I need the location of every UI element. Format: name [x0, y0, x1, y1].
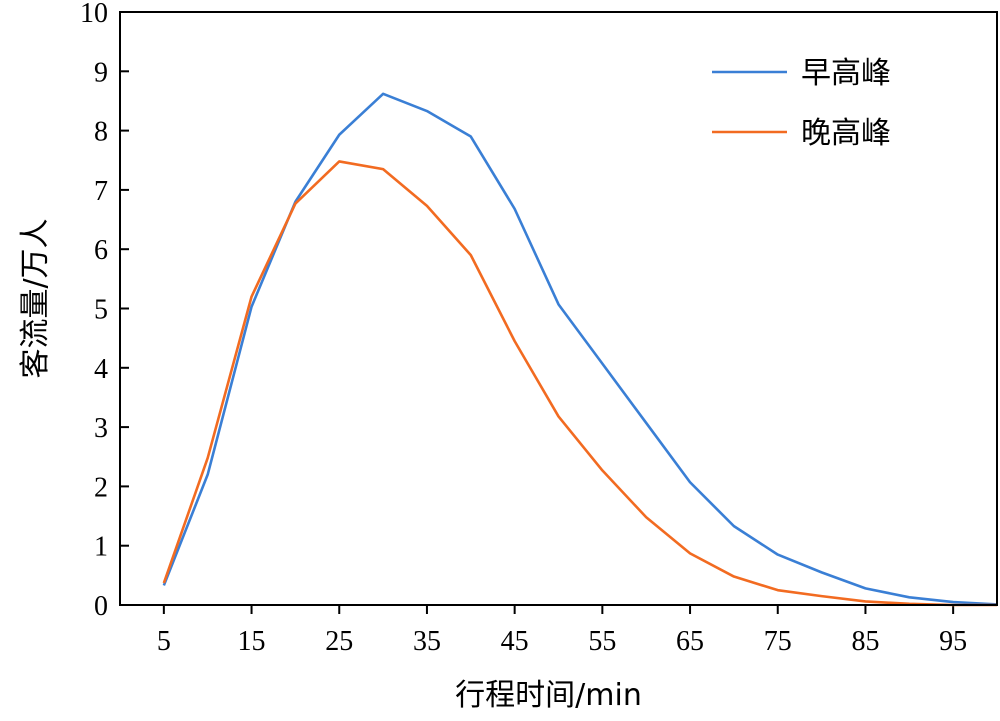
y-tick-label: 6: [94, 235, 108, 266]
y-tick-label: 4: [94, 354, 108, 385]
x-axis-title: 行程时间/min: [455, 678, 642, 713]
y-axis-ticks: 0 1 2 3 4 5 6 7 8 9 10: [80, 0, 129, 622]
y-tick-label: 0: [94, 591, 108, 622]
series-line-morning-peak: [162, 92, 998, 606]
x-tick-label: 25: [325, 626, 353, 657]
x-tick-label: 15: [238, 626, 266, 657]
y-tick-label: 2: [94, 472, 108, 503]
x-tick-label: 55: [588, 626, 616, 657]
legend-label: 早高峰: [801, 56, 891, 91]
y-tick-label: 10: [80, 0, 108, 29]
x-tick-label: 45: [501, 626, 529, 657]
x-tick-label: 65: [676, 626, 704, 657]
y-tick-label: 3: [94, 413, 108, 444]
y-tick-label: 9: [94, 57, 108, 88]
legend-label: 晚高峰: [801, 116, 891, 151]
x-tick-label: 75: [764, 626, 792, 657]
y-tick-label: 8: [94, 117, 108, 148]
y-axis-title: 客流量/万人: [18, 218, 53, 378]
plot-frame: [119, 11, 998, 606]
y-tick-label: 7: [94, 176, 108, 207]
series-line-evening-peak: [162, 160, 997, 607]
x-tick-label: 95: [939, 626, 967, 657]
x-tick-label: 35: [413, 626, 441, 657]
x-tick-label: 85: [851, 626, 879, 657]
y-tick-label: 5: [94, 295, 108, 326]
x-tick-label: 5: [157, 626, 171, 657]
series-layer: [162, 92, 998, 607]
y-tick-label: 1: [94, 532, 108, 563]
x-axis-ticks: 5 15 25 35 45 55 65 75 85 95: [157, 605, 967, 657]
